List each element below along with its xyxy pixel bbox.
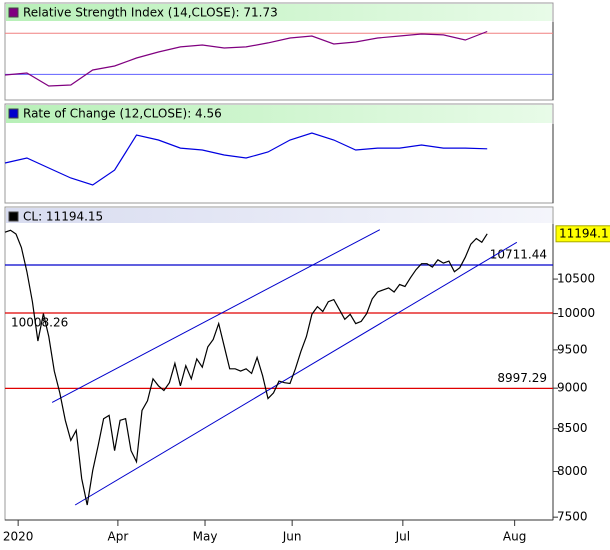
header-icon <box>8 211 19 222</box>
y-tick-label: 9000 <box>557 381 588 395</box>
x-tick-label: 2020 <box>3 530 34 544</box>
trend-line <box>74 241 518 506</box>
panel-header <box>6 105 552 123</box>
header-icon <box>8 108 19 119</box>
series-line <box>4 229 488 506</box>
last-value-label: 11194.1 <box>559 226 609 240</box>
panel-header <box>6 208 552 223</box>
panel-title: Relative Strength Index (14,CLOSE): 71.7… <box>23 6 278 20</box>
line-label: 10008.26 <box>11 316 68 330</box>
x-tick-label: Aug <box>503 530 526 544</box>
x-tick-label: May <box>193 530 218 544</box>
series-line <box>4 132 488 186</box>
x-tick-label: Jun <box>282 530 302 544</box>
panel-header <box>6 4 552 21</box>
panel-title: CL: 11194.15 <box>23 210 103 224</box>
panel <box>4 206 554 521</box>
trend-line <box>51 229 381 403</box>
series-line <box>4 30 488 87</box>
last-value-box <box>555 225 610 243</box>
y-tick-label: 9500 <box>557 342 588 356</box>
x-tick-label: Apr <box>108 530 129 544</box>
header-icon <box>8 7 19 18</box>
y-tick-label: 10500 <box>557 272 595 286</box>
y-tick-label: 8000 <box>557 464 588 478</box>
x-tick-label: Jul <box>395 530 410 544</box>
panel-title: Rate of Change (12,CLOSE): 4.56 <box>23 107 222 121</box>
y-tick-label: 8500 <box>557 421 588 435</box>
line-label: 10711.44 <box>490 247 547 261</box>
y-tick-label: 10000 <box>557 306 595 320</box>
y-tick-label: 7500 <box>557 510 588 524</box>
line-label: 8997.29 <box>497 371 547 385</box>
